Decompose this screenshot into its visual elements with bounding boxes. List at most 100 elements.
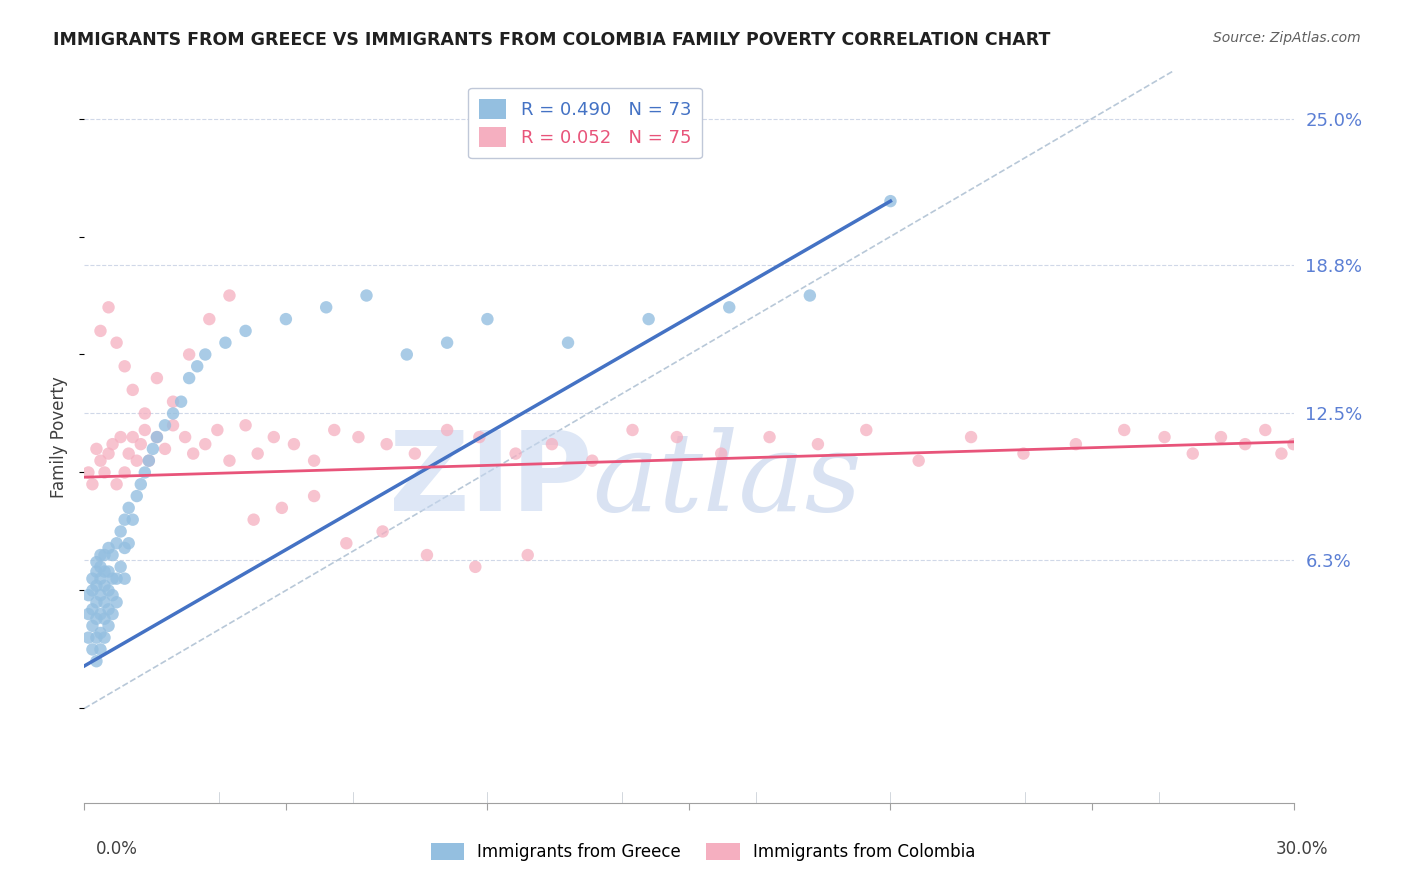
Point (637, 312, 659, 326)
Point (436, 423, 458, 437)
Point (207, 423, 229, 437)
Point (86, 579, 108, 593)
Point (1234, 437, 1257, 451)
Point (86, 565, 108, 579)
Point (162, 394, 184, 409)
Point (1012, 447, 1035, 461)
Point (146, 371, 169, 385)
Point (758, 430, 780, 444)
Point (404, 447, 426, 461)
Point (89, 548, 111, 562)
Point (270, 500, 292, 515)
Point (464, 559, 486, 574)
Text: ZIP: ZIP (389, 427, 592, 534)
Point (335, 536, 357, 550)
Point (77, 466, 100, 480)
Point (77, 607, 100, 621)
Text: Source: ZipAtlas.com: Source: ZipAtlas.com (1213, 31, 1361, 45)
Point (505, 447, 527, 461)
Point (89, 324, 111, 338)
Point (101, 437, 124, 451)
Point (246, 447, 269, 461)
Point (235, 324, 257, 338)
Point (93, 612, 115, 626)
Point (77, 588, 100, 602)
Point (93, 565, 115, 579)
Point (242, 513, 264, 527)
Point (86, 555, 108, 569)
Point (114, 359, 136, 374)
Point (235, 418, 257, 433)
Point (807, 437, 830, 451)
Point (118, 447, 141, 461)
Point (129, 437, 152, 451)
Point (665, 430, 688, 444)
Point (86, 595, 108, 609)
Text: 0.0%: 0.0% (96, 840, 138, 858)
Point (89, 642, 111, 657)
Point (93, 631, 115, 645)
Point (371, 524, 394, 539)
Point (436, 335, 458, 350)
Point (114, 572, 136, 586)
Point (97, 447, 120, 461)
Text: IMMIGRANTS FROM GREECE VS IMMIGRANTS FROM COLOMBIA FAMILY POVERTY CORRELATION CH: IMMIGRANTS FROM GREECE VS IMMIGRANTS FRO… (53, 31, 1050, 49)
Point (138, 453, 160, 467)
Point (194, 437, 217, 451)
Point (82, 477, 104, 491)
Point (101, 607, 124, 621)
Point (97, 565, 120, 579)
Point (146, 430, 169, 444)
Point (105, 335, 128, 350)
Point (356, 288, 378, 302)
Legend: Immigrants from Greece, Immigrants from Colombia: Immigrants from Greece, Immigrants from … (425, 836, 981, 868)
Point (93, 595, 115, 609)
Point (153, 442, 176, 456)
Point (375, 437, 398, 451)
Point (97, 602, 120, 616)
Y-axis label: Family Poverty: Family Poverty (51, 376, 69, 498)
Point (77, 631, 100, 645)
Point (395, 347, 418, 361)
Point (1181, 447, 1204, 461)
Point (186, 359, 208, 374)
Point (218, 288, 240, 302)
Point (1209, 430, 1232, 444)
Point (799, 288, 821, 302)
Point (125, 453, 148, 467)
Point (1114, 423, 1136, 437)
Point (97, 301, 120, 315)
Point (274, 312, 297, 326)
Point (125, 489, 148, 503)
Point (214, 335, 236, 350)
Point (86, 654, 108, 668)
Point (134, 423, 156, 437)
Text: 30.0%: 30.0% (1277, 840, 1329, 858)
Point (162, 418, 184, 433)
Point (82, 572, 104, 586)
Point (302, 453, 325, 467)
Point (114, 466, 136, 480)
Point (1064, 437, 1087, 451)
Point (105, 477, 128, 491)
Point (263, 430, 285, 444)
Point (101, 588, 124, 602)
Point (1282, 437, 1305, 451)
Point (89, 572, 111, 586)
Point (170, 394, 193, 409)
Point (89, 588, 111, 602)
Point (129, 477, 152, 491)
Point (181, 447, 204, 461)
Point (97, 583, 120, 598)
Point (194, 347, 217, 361)
Point (283, 437, 305, 451)
Point (323, 423, 346, 437)
Point (1153, 430, 1175, 444)
Point (198, 312, 221, 326)
Point (138, 453, 160, 467)
Point (105, 572, 128, 586)
Point (1254, 423, 1277, 437)
Point (89, 453, 111, 467)
Point (118, 536, 141, 550)
Point (114, 541, 136, 555)
